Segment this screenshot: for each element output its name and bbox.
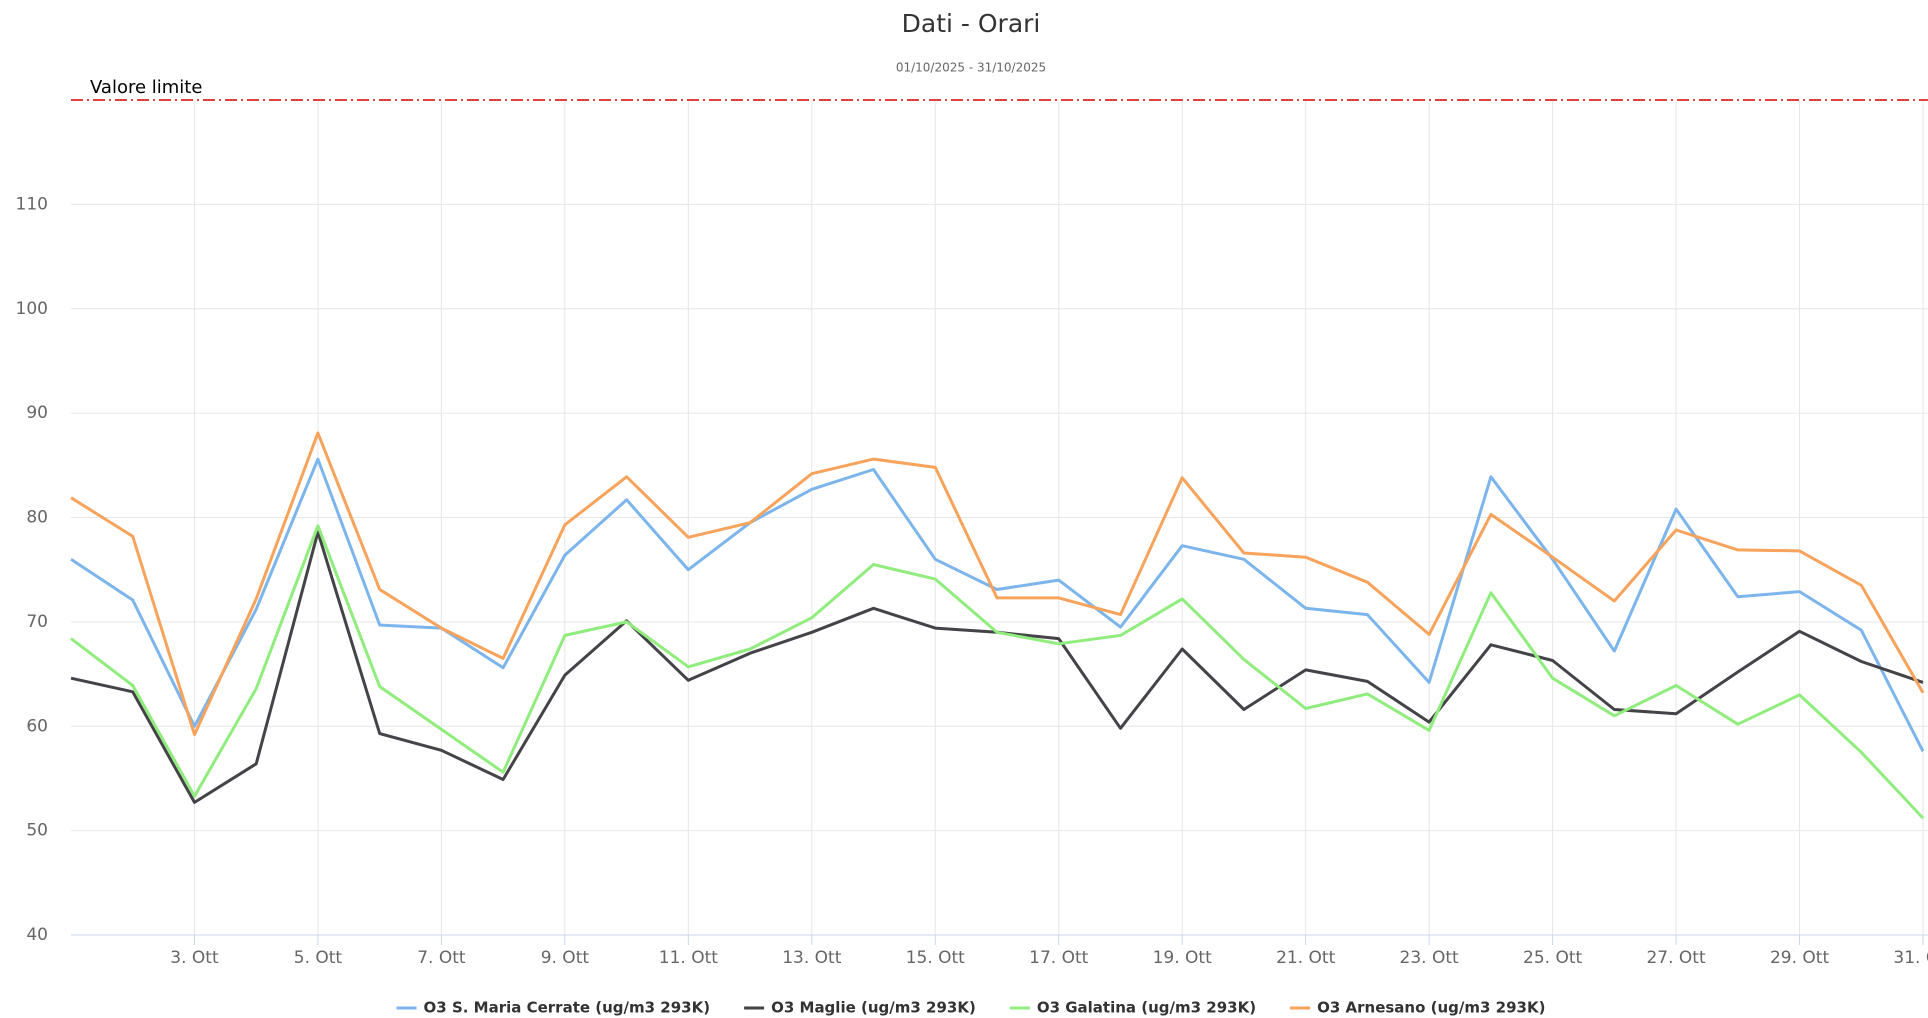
x-tick-label: 11. Ott: [659, 948, 718, 968]
x-tick-label: 27. Ott: [1646, 948, 1705, 968]
legend-label: O3 Maglie (ug/m3 293K): [771, 999, 976, 1017]
legend-label: O3 Arnesano (ug/m3 293K): [1317, 999, 1545, 1017]
x-tick-label: 23. Ott: [1400, 948, 1459, 968]
x-tick-label: 13. Ott: [782, 948, 841, 968]
x-tick-label: 5. Ott: [294, 948, 343, 968]
x-tick-label: 29. Ott: [1770, 948, 1829, 968]
x-tick-label: 3. Ott: [170, 948, 219, 968]
x-tick-label: 25. Ott: [1523, 948, 1582, 968]
y-tick-label: 80: [26, 508, 48, 528]
x-tick-label: 31. Ott: [1893, 948, 1928, 968]
y-tick-label: 70: [26, 612, 48, 632]
series-line: [70, 457, 1925, 752]
series-line: [70, 530, 1924, 804]
legend-item[interactable]: O3 S. Maria Cerrate (ug/m3 293K): [396, 999, 711, 1017]
legend-item[interactable]: O3 Maglie (ug/m3 293K): [744, 999, 976, 1017]
y-tick-label: 60: [26, 716, 48, 736]
legend-item[interactable]: O3 Galatina (ug/m3 293K): [1009, 999, 1256, 1017]
chart-title: Dati - Orari: [902, 9, 1041, 38]
legend-item[interactable]: O3 Arnesano (ug/m3 293K): [1290, 999, 1545, 1017]
x-tick-label: 15. Ott: [906, 948, 965, 968]
x-tick-label: 7. Ott: [417, 948, 466, 968]
series-line: [70, 431, 1925, 737]
y-tick-label: 100: [16, 299, 48, 319]
y-tick-label: 40: [26, 925, 48, 945]
x-tick-label: 17. Ott: [1029, 948, 1088, 968]
limit-label: Valore limite: [90, 77, 202, 98]
legend-label: O3 S. Maria Cerrate (ug/m3 293K): [424, 999, 711, 1017]
chart-subtitle: 01/10/2025 - 31/10/2025: [896, 61, 1046, 75]
x-tick-label: 21. Ott: [1276, 948, 1335, 968]
legend-label: O3 Galatina (ug/m3 293K): [1037, 999, 1256, 1017]
series-line: [70, 524, 1925, 820]
y-tick-label: 50: [26, 821, 48, 841]
y-tick-label: 90: [26, 403, 48, 423]
x-tick-label: 19. Ott: [1153, 948, 1212, 968]
y-tick-label: 110: [16, 194, 48, 214]
x-tick-label: 9. Ott: [541, 948, 590, 968]
